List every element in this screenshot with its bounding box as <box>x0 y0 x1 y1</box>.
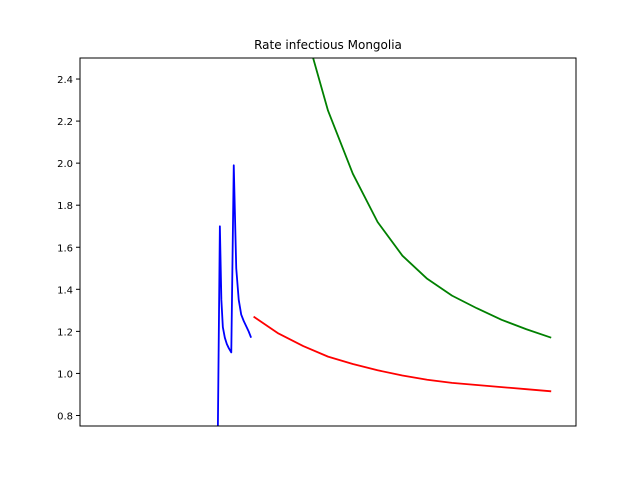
y-axis: 0.8 1.0 1.2 1.4 1.6 1.8 2.0 2.2 2.4 <box>57 75 80 422</box>
plot-frame <box>79 57 577 427</box>
y-tick-label-6: 2.0 <box>57 159 73 170</box>
series-layer <box>216 58 552 426</box>
y-tick-label-5: 1.8 <box>57 201 73 212</box>
y-tick-label-8: 2.4 <box>57 75 73 86</box>
y-tick-label-3: 1.4 <box>57 285 73 296</box>
y-tick-label-7: 2.2 <box>57 117 73 128</box>
series-line-1 <box>253 315 552 393</box>
series-line-0 <box>216 164 252 426</box>
plot-clip <box>216 58 552 426</box>
series-line-2 <box>312 58 552 339</box>
y-tick-label-1: 1.0 <box>57 369 73 380</box>
plot-area <box>80 58 576 426</box>
y-tick-label-0: 0.8 <box>57 411 73 422</box>
y-tick-label-2: 1.2 <box>57 327 73 338</box>
y-tick-label-4: 1.6 <box>57 243 73 254</box>
chart-title: Rate infectious Mongolia <box>254 38 402 52</box>
